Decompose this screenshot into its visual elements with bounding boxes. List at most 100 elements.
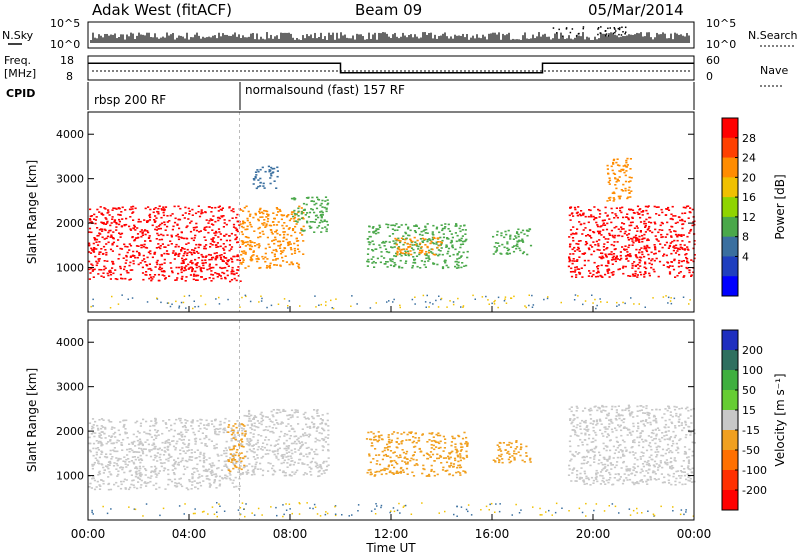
heatmap-cell: [294, 214, 297, 216]
heatmap-cell: [201, 212, 204, 214]
heatmap-cell: [680, 234, 683, 236]
heatmap-cell: [577, 295, 579, 297]
heatmap-cell: [272, 212, 275, 214]
heatmap-cell: [529, 461, 532, 463]
heatmap-cell: [115, 450, 118, 453]
heatmap-cell: [607, 197, 611, 199]
heatmap-cell: [153, 251, 157, 254]
heatmap-cell: [638, 303, 640, 305]
heatmap-cell: [286, 433, 289, 436]
heatmap-cell: [247, 236, 250, 239]
heatmap-cell: [684, 421, 687, 424]
heatmap-cell: [171, 271, 174, 274]
heatmap-cell: [261, 414, 264, 417]
heatmap-cell: [254, 212, 257, 215]
heatmap-cell: [278, 409, 281, 411]
heatmap-cell: [177, 238, 181, 241]
heatmap-cell: [612, 163, 615, 165]
heatmap-cell: [421, 237, 424, 240]
heatmap-cell: [466, 443, 469, 446]
heatmap-cell: [399, 456, 402, 458]
heatmap-cell: [574, 480, 577, 482]
heatmap-cell: [111, 435, 114, 437]
heatmap-cell: [315, 306, 317, 308]
heatmap-cell: [137, 481, 140, 483]
heatmap-cell: [232, 457, 235, 460]
heatmap-cell: [121, 466, 125, 469]
heatmap-cell: [621, 409, 624, 412]
heatmap-cell: [589, 272, 592, 274]
heatmap-cell: [568, 408, 571, 410]
heatmap-cell: [130, 474, 133, 476]
heatmap-cell: [654, 252, 657, 255]
heatmap-cell: [156, 429, 160, 432]
heatmap-cell: [586, 430, 589, 432]
heatmap-cell: [648, 216, 651, 219]
heatmap-cell: [240, 443, 243, 445]
heatmap-cell: [135, 473, 138, 476]
heatmap-cell: [91, 249, 94, 251]
heatmap-cell: [441, 227, 444, 230]
heatmap-cell: [111, 209, 114, 211]
heatmap-cell: [399, 467, 402, 470]
heatmap-cell: [143, 431, 146, 433]
heatmap-cell: [261, 297, 263, 300]
heatmap-cell: [188, 267, 191, 269]
heatmap-cell: [588, 209, 591, 211]
heatmap-cell: [626, 254, 629, 257]
heatmap-cell: [670, 225, 673, 228]
heatmap-cell: [157, 246, 161, 249]
heatmap-cell: [130, 206, 133, 208]
heatmap-cell: [621, 206, 624, 209]
heatmap-cell: [231, 261, 234, 263]
heatmap-cell: [569, 271, 573, 273]
heatmap-cell: [320, 422, 324, 424]
heatmap-cell: [232, 459, 235, 462]
heatmap-cell: [642, 412, 645, 414]
heatmap-cell: [465, 264, 468, 267]
heatmap-cell: [154, 228, 157, 231]
heatmap-cell: [626, 213, 629, 215]
heatmap-cell: [243, 221, 246, 224]
heatmap-cell: [316, 453, 319, 456]
heatmap-cell: [519, 249, 522, 252]
heatmap-cell: [621, 449, 624, 452]
heatmap-cell: [293, 461, 296, 464]
heatmap-cell: [573, 250, 577, 252]
heatmap-cell: [105, 218, 108, 220]
heatmap-cell: [641, 210, 645, 213]
heatmap-cell: [439, 454, 442, 457]
heatmap-cell: [154, 418, 157, 421]
heatmap-cell: [418, 233, 422, 236]
heatmap-cell: [626, 164, 629, 166]
heatmap-cell: [404, 250, 407, 253]
heatmap-cell: [178, 307, 180, 309]
heatmap-cell: [153, 434, 157, 437]
heatmap-cell: [260, 423, 263, 426]
heatmap-cell: [655, 206, 658, 208]
heatmap-cell: [215, 298, 217, 300]
heatmap-cell: [118, 214, 121, 216]
heatmap-cell: [461, 240, 465, 243]
heatmap-cell: [657, 466, 660, 469]
heatmap-cell: [597, 275, 600, 278]
heatmap-cell: [322, 428, 325, 431]
search-noise-dot: [612, 32, 615, 35]
heatmap-cell: [244, 228, 247, 231]
heatmap-cell: [568, 256, 571, 258]
heatmap-cell: [592, 426, 595, 429]
heatmap-cell: [210, 280, 213, 282]
search-noise-dot: [613, 27, 616, 29]
heatmap-cell: [109, 273, 113, 276]
heatmap-cell: [504, 298, 506, 300]
heatmap-cell: [614, 473, 617, 475]
heatmap-cell: [174, 254, 177, 256]
heatmap-cell: [250, 414, 253, 417]
heatmap-cell: [182, 261, 185, 263]
heatmap-cell: [318, 475, 321, 477]
heatmap-cell: [618, 164, 621, 167]
heatmap-cell: [391, 258, 394, 260]
heatmap-cell: [182, 438, 185, 441]
heatmap-cell: [266, 213, 269, 215]
